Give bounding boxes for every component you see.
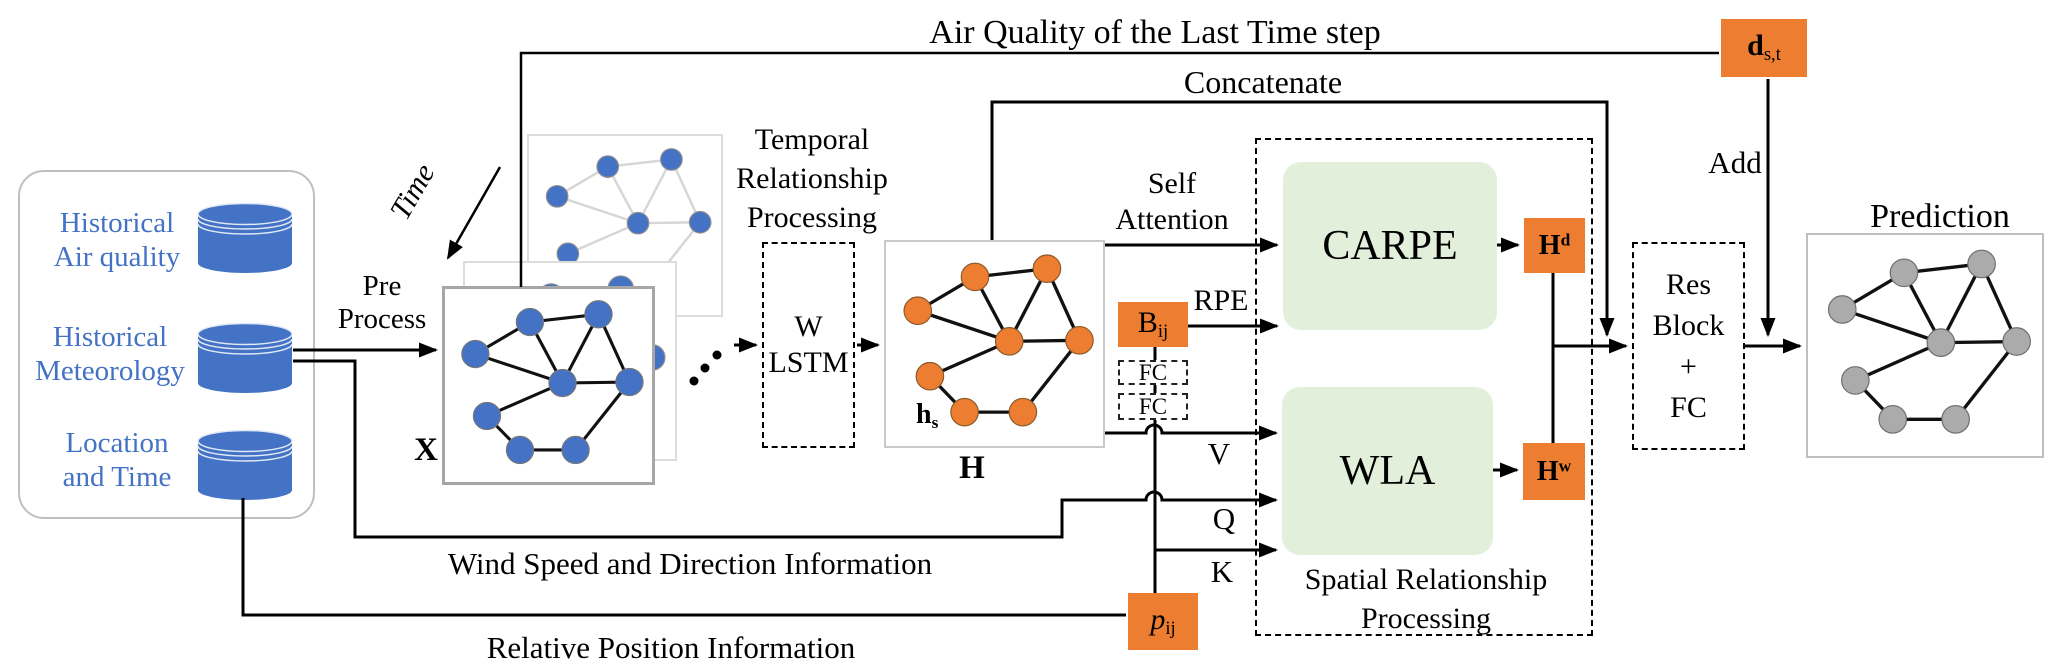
fc-box-bottom: FC	[1118, 393, 1188, 420]
q-label: Q	[1212, 501, 1236, 536]
concatenate-label: Concatenate	[1183, 64, 1343, 100]
database-icon-meteorology	[197, 322, 293, 393]
input-meteorology-label: Historical Meteorology	[35, 321, 185, 387]
wla-block: WLA	[1282, 387, 1493, 555]
graph-frame-x	[442, 286, 655, 485]
rpe-label: RPE	[1193, 284, 1249, 317]
pij-box: pij	[1128, 593, 1198, 650]
air-quality-last-step-label: Air Quality of the Last Time step	[929, 14, 1381, 51]
arrow-v	[1105, 423, 1278, 441]
carpe-label: CARPE	[1322, 223, 1458, 269]
wlstm-box: W LSTM	[762, 242, 855, 448]
relative-position-label: Relative Position Information	[486, 630, 856, 665]
ellipsis-dots	[689, 350, 722, 386]
v-label: V	[1207, 436, 1231, 471]
temporal-processing-label: Temporal Relationship Processing	[736, 123, 888, 234]
self-attention-label: Self Attention	[1115, 167, 1229, 236]
prediction-graph-box	[1806, 233, 2044, 458]
res-block-box: Res Block + FC	[1632, 242, 1745, 450]
fc-box-top: FC	[1118, 360, 1188, 385]
add-label: Add	[1708, 145, 1762, 180]
k-label: K	[1210, 554, 1234, 589]
hd-box: Hd	[1524, 218, 1585, 273]
wind-info-label: Wind Speed and Direction Information	[447, 546, 933, 581]
graph-prediction	[1827, 249, 2031, 434]
dst-box: ds,t	[1721, 19, 1807, 77]
prediction-label: Prediction	[1870, 198, 2010, 235]
arrow-time	[446, 166, 502, 260]
input-air-quality-label: Historical Air quality	[53, 207, 181, 273]
graph-x	[461, 300, 644, 465]
hw-box: Hw	[1523, 443, 1585, 500]
bij-box: Bij	[1118, 302, 1188, 347]
input-location-time-label: Location and Time	[62, 427, 172, 493]
preprocess-label: Pre Process	[337, 270, 427, 335]
database-icon-location-time	[197, 429, 293, 500]
carpe-block: CARPE	[1283, 162, 1497, 330]
input-data-panel	[18, 170, 315, 519]
h-label: H	[959, 450, 985, 486]
wlstm-label-line2: LSTM	[768, 346, 849, 379]
spatial-processing-caption: Spatial Relationship Processing	[1304, 563, 1548, 635]
time-label: Time	[383, 158, 442, 226]
wlstm-label-line1: W	[794, 310, 823, 343]
x-label: X	[414, 432, 438, 468]
database-icon-air-quality	[197, 202, 293, 273]
hs-label: hs	[916, 399, 939, 432]
wla-label: WLA	[1339, 448, 1436, 494]
